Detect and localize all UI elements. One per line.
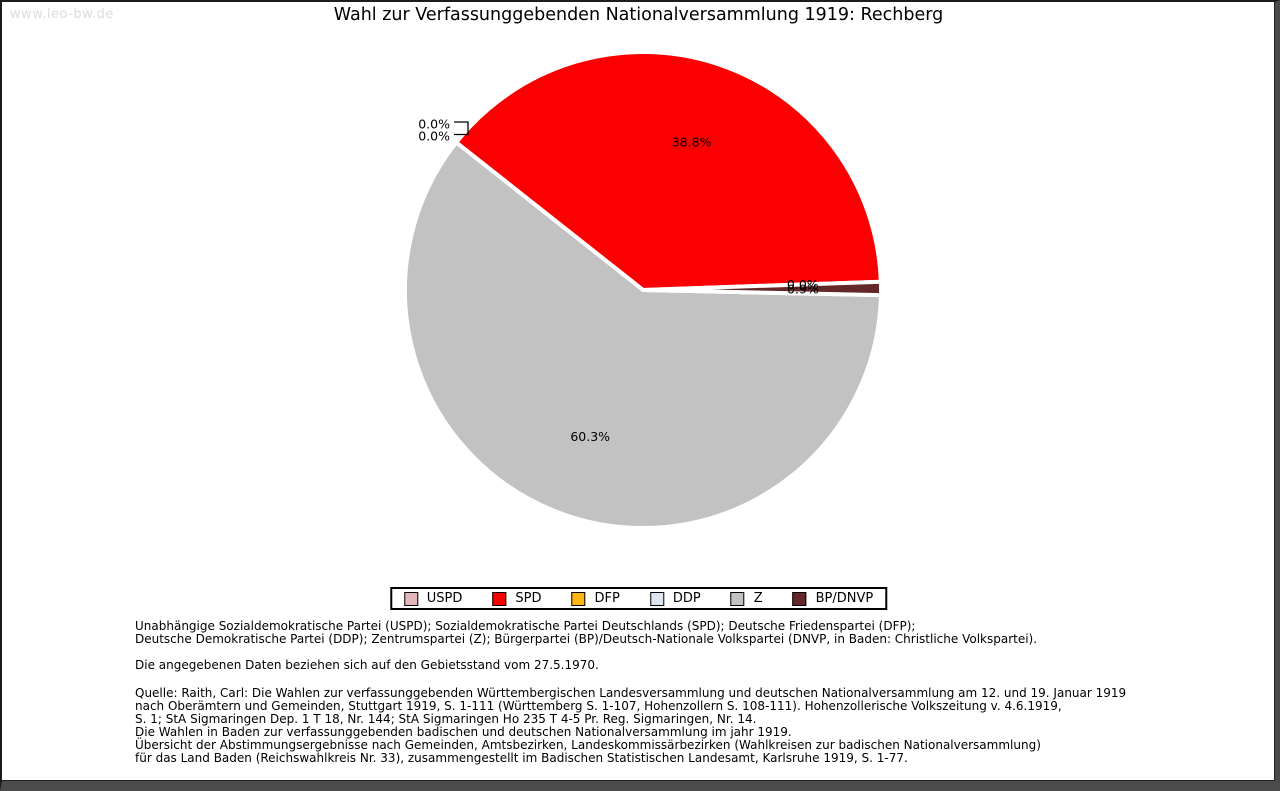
legend-label: Z xyxy=(753,591,763,606)
pie-slice-spd xyxy=(454,49,883,292)
legend-item-bp-dnvp: BP/DNVP xyxy=(792,591,874,606)
callout-bracket xyxy=(454,121,469,136)
footnote-line: Deutsche Demokratische Partei (DDP); Zen… xyxy=(135,632,1038,646)
pie-label-z: 60.3% xyxy=(570,429,610,444)
pie-label-uspd: 0.0% xyxy=(787,277,819,292)
footnote-line: Quelle: Raith, Carl: Die Wahlen zur verf… xyxy=(135,686,1127,700)
footnote-line: S. 1; StA Sigmaringen Dep. 1 T 18, Nr. 1… xyxy=(135,712,757,726)
legend-item-ddp: DDP xyxy=(649,591,701,606)
legend: USPD SPD DFP DDP Z BP/DNVP xyxy=(389,587,888,610)
legend-item-dfp: DFP xyxy=(571,591,620,606)
footnote-basis: Die angegebenen Daten beziehen sich auf … xyxy=(135,658,599,672)
pie-label-ddp: 0.0% xyxy=(418,129,450,144)
watermark: www.leo-bw.de xyxy=(10,7,114,22)
footnote-line: nach Oberämtern und Gemeinden, Stuttgart… xyxy=(135,699,1062,713)
footnote-line: Unabhängige Sozialdemokratische Partei (… xyxy=(135,619,916,633)
legend-swatch xyxy=(792,591,807,606)
footnote-source: Quelle: Raith, Carl: Die Wahlen zur verf… xyxy=(135,687,1126,765)
legend-label: SPD xyxy=(515,591,542,606)
page-title: Wahl zur Verfassunggebenden Nationalvers… xyxy=(333,5,944,25)
legend-label: DDP xyxy=(672,591,701,606)
legend-item-uspd: USPD xyxy=(403,591,463,606)
pie-label-dfp: 0.0% xyxy=(418,117,450,132)
legend-item-spd: SPD xyxy=(492,591,542,606)
legend-swatch xyxy=(730,591,745,606)
pie-slice-z xyxy=(403,140,883,531)
legend-swatch xyxy=(571,591,586,606)
legend-item-z: Z xyxy=(730,591,763,606)
pie-label-spd: 38.8% xyxy=(672,134,712,149)
pie-slice-bp-dnvp xyxy=(641,279,883,298)
footnote-line: für das Land Baden (Reichswahlkreis Nr. … xyxy=(135,751,908,765)
legend-swatch xyxy=(492,591,507,606)
legend-swatch xyxy=(649,591,664,606)
footnote-line: Die Wahlen in Baden zur verfassunggebend… xyxy=(135,725,792,739)
legend-swatch xyxy=(403,591,418,606)
legend-label: BP/DNVP xyxy=(815,591,874,606)
footnote-line: Übersicht der Abstimmungsergebnisse nach… xyxy=(135,738,1041,752)
legend-label: USPD xyxy=(426,591,463,606)
legend-label: DFP xyxy=(594,591,620,606)
pie-chart: 0.0%38.8%0.0%0.0%60.3%0.9% xyxy=(403,49,883,531)
pie-label-bp-dnvp: 0.9% xyxy=(787,281,819,296)
footnote-parties: Unabhängige Sozialdemokratische Partei (… xyxy=(135,620,1037,646)
